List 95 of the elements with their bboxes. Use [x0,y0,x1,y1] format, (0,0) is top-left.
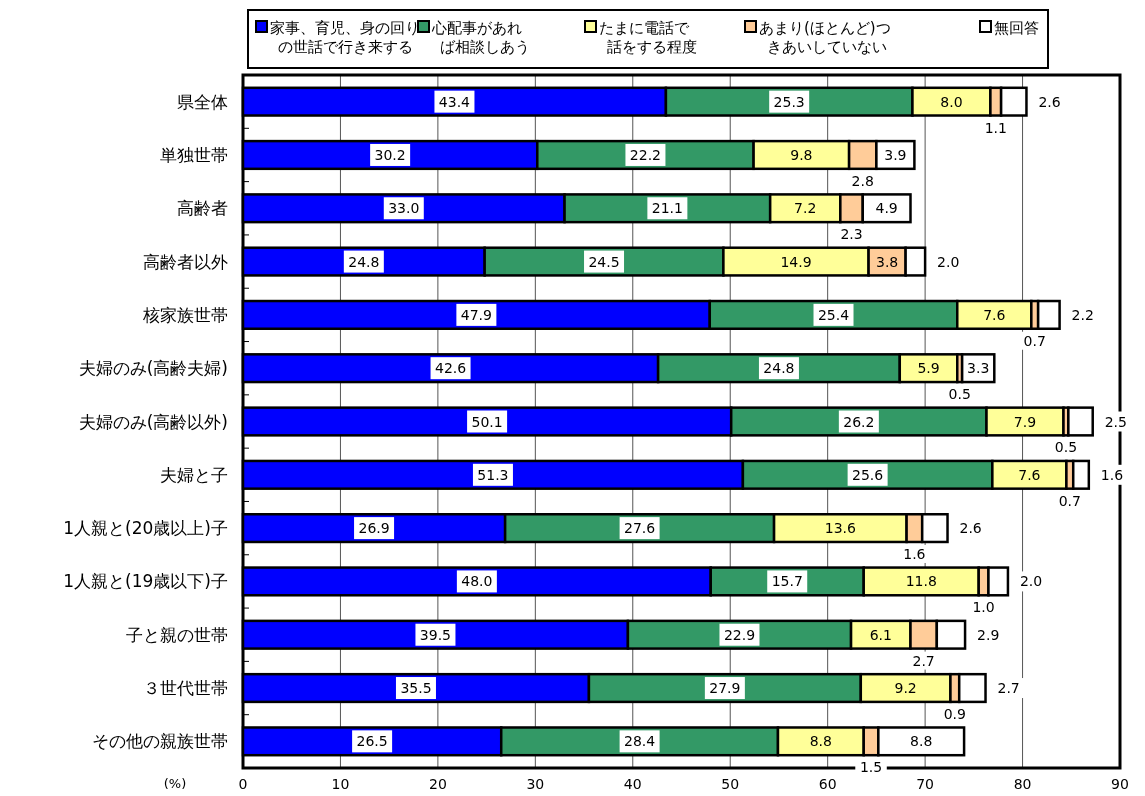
data-label: 22.2 [629,146,662,163]
x-tick-label: 40 [623,776,642,792]
data-label: 2.7 [912,652,935,669]
data-label: 39.5 [419,626,452,643]
x-tick-label: 70 [916,776,935,792]
data-label: 2.2 [1071,306,1094,323]
y-tick-label: 高齢者 [177,198,228,219]
data-label: 26.2 [843,413,875,430]
data-label: 11.8 [905,573,937,590]
data-label: 8.8 [809,733,832,750]
data-label: 30.2 [374,146,406,163]
data-label: 13.6 [824,520,857,537]
data-label: 0.7 [1058,492,1081,509]
y-tick-label: 夫婦のみ(高齢以外) [78,411,228,432]
x-tick-label: 30 [526,776,545,792]
data-label: 24.8 [348,253,380,270]
y-tick-label: 高齢者以外 [143,251,228,272]
data-label: 0.5 [1054,439,1078,456]
y-tick-label: 核家族世帯 [142,304,228,325]
data-label: 1.6 [903,545,926,562]
data-label: 43.4 [438,93,471,110]
data-label: 9.8 [790,146,813,163]
data-label: 48.0 [461,573,493,590]
data-label: 7.9 [1013,413,1037,430]
data-label: 24.8 [763,360,795,377]
y-tick-label: ３世代世帯 [143,678,228,699]
data-label: 26.9 [358,520,390,537]
data-label: 2.8 [851,172,874,189]
data-label: 0.9 [943,705,966,722]
data-label: 21.1 [651,200,683,217]
legend-label: 心配事があれば相談しあう [431,19,530,56]
data-label: 24.5 [588,253,620,270]
data-label: 1.0 [972,599,995,616]
data-label: 7.6 [1018,466,1041,483]
data-label: 2.7 [997,680,1020,697]
bar [960,353,996,384]
x-tick-label: 80 [1013,776,1032,792]
data-label: 2.0 [937,253,960,270]
data-label: 2.3 [840,226,863,243]
data-label: 3.3 [967,360,990,377]
data-label: 22.9 [723,626,756,643]
data-label: 0.5 [948,386,971,403]
y-tick-label: 県全体 [177,91,228,112]
data-label: 51.3 [477,466,509,483]
legend-label: 無回答 [994,19,1039,37]
data-label: 3.9 [884,146,907,163]
data-label: 27.9 [709,680,741,697]
data-label: 33.0 [388,200,420,217]
data-label: 50.1 [471,413,503,430]
legend-label: あまり(ほとんど)つきあいしていない [759,19,891,56]
y-tick-label: 夫婦と子 [160,464,228,485]
x-tick-label: 90 [1111,776,1129,792]
legend-label: 家事、育児、身の回りの世話で行き来する [270,19,420,56]
data-label: 2.6 [959,520,982,537]
data-label: 8.0 [940,93,963,110]
data-label: 26.5 [356,733,388,750]
data-label: 5.9 [917,360,940,377]
data-label: 2.0 [1019,573,1043,590]
y-tick-label: 1人親と(19歳以下)子 [63,571,228,592]
data-label: 1.5 [859,759,883,776]
y-tick-label: 単独世帯 [160,144,228,165]
data-label: 15.7 [771,573,803,590]
data-label: 9.2 [894,680,917,697]
x-axis-title: (%) [163,776,187,791]
data-label: 1.1 [984,119,1007,136]
data-label: 14.9 [780,253,812,270]
data-label: 2.5 [1104,413,1127,430]
x-tick-label: 50 [721,776,740,792]
data-label: 47.9 [460,306,492,323]
data-label: 2.6 [1038,93,1061,110]
y-tick-label: 子と親の世帯 [126,624,228,645]
legend-label: たまに電話で話をする程度 [599,19,697,56]
y-tick-label: その他の親族世帯 [92,731,228,752]
x-tick-label: 0 [238,776,248,792]
data-label: 27.6 [624,520,656,537]
data-label: 35.5 [400,680,432,697]
data-label: 0.7 [1023,332,1046,349]
y-tick-label: 夫婦のみ(高齢夫婦) [78,358,228,379]
data-label: 25.6 [852,466,884,483]
x-tick-label: 60 [818,776,837,792]
data-label: 2.9 [977,626,1000,643]
data-label: 42.6 [434,360,467,377]
data-label: 7.2 [794,200,817,217]
data-label: 25.4 [817,306,850,323]
data-label: 25.3 [773,93,805,110]
data-label: 4.9 [875,200,898,217]
y-tick-label: 1人親と(20歳以上)子 [63,518,228,539]
data-label: 8.8 [910,733,933,750]
data-label: 28.4 [624,733,656,750]
data-label: 6.1 [869,626,892,643]
data-label: 7.6 [983,306,1006,323]
x-tick-label: 10 [331,776,350,792]
data-label: 3.8 [875,253,899,270]
data-label: 1.6 [1100,466,1124,483]
x-tick-label: 20 [428,776,447,792]
